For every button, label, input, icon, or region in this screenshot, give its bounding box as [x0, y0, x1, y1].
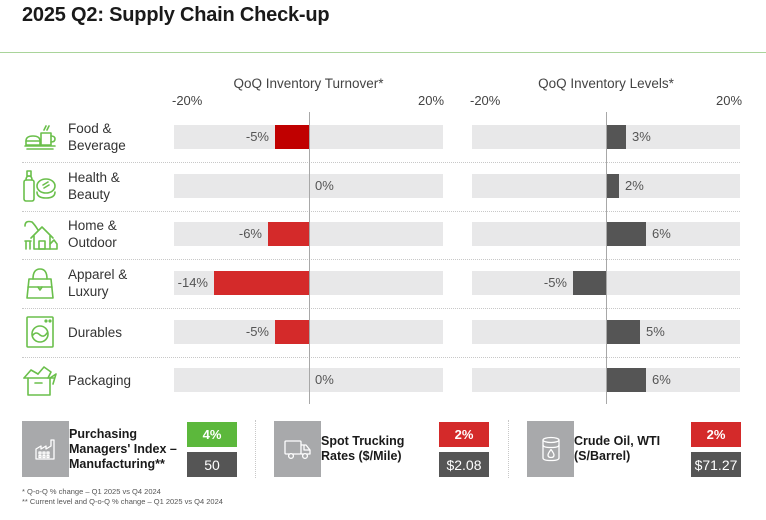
turnover-bar: [268, 222, 309, 246]
levels-zero-axis: [606, 112, 607, 404]
category-label: Home & Outdoor: [68, 218, 117, 250]
footnote-2: ** Current level and Q-o-Q % change – Q1…: [22, 497, 223, 506]
turnover-tick-min: -20%: [172, 93, 203, 108]
row-separator: [22, 357, 740, 358]
kpi-change-badge: 2%: [691, 422, 741, 447]
home-outdoor-icon: [24, 220, 58, 250]
category-health-beauty: Health & Beauty: [22, 166, 167, 206]
levels-data-label: 2%: [625, 178, 644, 193]
turnover-data-label: -14%: [177, 275, 208, 290]
levels-bar: [606, 368, 646, 392]
turnover-data-label: -5%: [245, 324, 269, 339]
category-apparel-luxury: Apparel & Luxury: [22, 263, 167, 303]
category-durables: Durables: [22, 312, 167, 352]
levels-chart-title: QoQ Inventory Levels*: [538, 76, 674, 91]
factory-icon: [34, 439, 55, 460]
turnover-data-label: -5%: [245, 129, 269, 144]
category-label: Durables: [68, 324, 123, 340]
levels-bar: [606, 174, 619, 198]
kpi-label: Spot Trucking Rates ($/Mile): [321, 434, 405, 463]
category-packaging: Packaging: [22, 360, 167, 400]
kpi-label: Crude Oil, WTI (S/Barrel): [574, 434, 661, 463]
kpi-divider: [508, 420, 509, 478]
turnover-data-label: 0%: [315, 372, 334, 387]
levels-data-label: 6%: [652, 226, 671, 241]
turnover-chart-title: QoQ Inventory Turnover*: [233, 76, 384, 91]
levels-bar: [573, 271, 606, 295]
row-separator: [22, 162, 740, 163]
category-label: Health & Beauty: [68, 170, 120, 202]
turnover-bar: [275, 320, 309, 344]
row-separator: [22, 308, 740, 309]
food-beverage-icon: [24, 125, 56, 150]
page-title: 2025 Q2: Supply Chain Check-up: [22, 4, 330, 26]
levels-data-label: 5%: [646, 324, 665, 339]
kpi-value: $71.27: [691, 452, 741, 477]
kpi-divider: [255, 420, 256, 478]
kpi-value: $2.08: [439, 452, 489, 477]
oil-barrel-icon: [541, 436, 560, 462]
turnover-bar: [214, 271, 309, 295]
footnote-1: * Q-o-Q % change – Q1 2025 vs Q4 2024: [22, 487, 161, 496]
title-divider: [0, 52, 766, 53]
kpi-change-badge: 2%: [439, 422, 489, 447]
kpi-value: 50: [187, 452, 237, 477]
levels-data-label: -5%: [543, 275, 567, 290]
category-label: Packaging: [68, 372, 132, 388]
kpi-label: Purchasing Managers' Index – Manufacturi…: [69, 427, 177, 471]
category-label: Apparel & Luxury: [68, 267, 128, 299]
turnover-bar: [275, 125, 309, 149]
kpi-change-badge: 4%: [187, 422, 237, 447]
turnover-data-label: 0%: [315, 178, 334, 193]
row-separator: [22, 211, 740, 212]
kpi-icon-box: [527, 421, 574, 477]
row-separator: [22, 259, 740, 260]
truck-icon: [283, 440, 311, 460]
turnover-zero-axis: [309, 112, 310, 404]
apparel-luxury-icon: [26, 268, 54, 299]
packaging-icon: [23, 366, 57, 396]
durables-icon: [26, 316, 54, 348]
category-home-outdoor: Home & Outdoor: [22, 214, 167, 254]
category-food-beverage: Food & Beverage: [22, 117, 167, 157]
levels-bar: [606, 222, 646, 246]
levels-tick-max: 20%: [716, 93, 743, 108]
category-label: Food & Beverage: [68, 121, 126, 153]
turnover-track: [174, 368, 443, 392]
turnover-track: [174, 174, 443, 198]
kpi-icon-box: [274, 421, 321, 477]
levels-bar: [606, 125, 626, 149]
levels-tick-min: -20%: [470, 93, 501, 108]
kpi-icon-box: [22, 421, 69, 477]
health-beauty-icon: [23, 170, 56, 202]
turnover-tick-max: 20%: [418, 93, 445, 108]
levels-data-label: 6%: [652, 372, 671, 387]
turnover-data-label: -6%: [238, 226, 262, 241]
levels-data-label: 3%: [632, 129, 651, 144]
levels-bar: [606, 320, 640, 344]
